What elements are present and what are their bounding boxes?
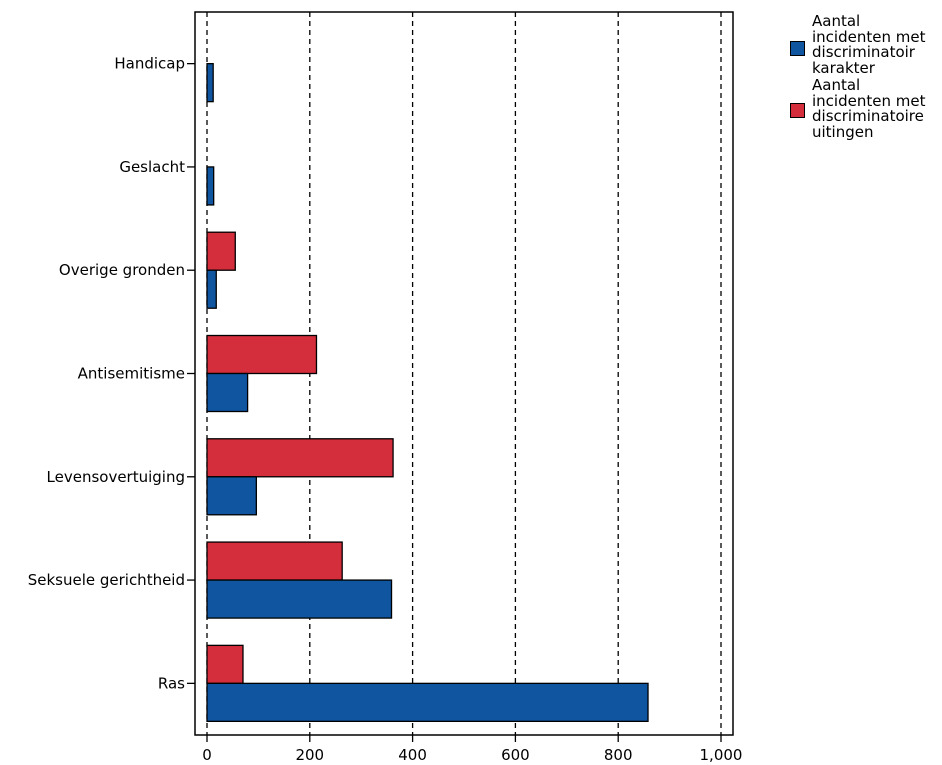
x-axis: 0 200 400 600 800 1,000 — [202, 735, 742, 764]
bar-uitingen — [206, 644, 244, 685]
x-tick-label: 0 — [202, 746, 212, 764]
x-tick-label: 200 — [295, 746, 324, 764]
bar-karakter — [206, 682, 649, 723]
legend-swatch-karakter — [790, 41, 805, 56]
category-label: Overige gronden — [59, 261, 185, 279]
bar-karakter — [206, 372, 249, 413]
legend-label-uitingen: Aantal incidenten met discriminatoire ui… — [812, 76, 926, 141]
bar-uitingen — [206, 438, 394, 478]
bar-uitingen — [206, 231, 236, 271]
x-tick-label: 1,000 — [700, 746, 743, 764]
bar-karakter — [206, 579, 393, 619]
category-label: Geslacht — [119, 158, 185, 176]
y-axis: Handicap Geslacht Overige gronden Antisemit… — [28, 55, 195, 692]
legend-swatch-uitingen — [790, 103, 805, 118]
x-tick-label: 600 — [501, 746, 530, 764]
category-label: Ras — [158, 674, 185, 692]
category-label: Seksuele gerichtheid — [28, 571, 185, 589]
legend: Aantal incidenten met discriminatoir kar… — [790, 12, 940, 142]
bar-karakter — [206, 166, 215, 206]
bars — [206, 62, 649, 723]
bar-karakter — [206, 62, 214, 103]
legend-label-karakter: Aantal incidenten met discriminatoir kar… — [812, 12, 926, 77]
x-tick-label: 800 — [604, 746, 633, 764]
category-label: Levensovertuiging — [47, 468, 185, 486]
category-label: Antisemitisme — [78, 365, 185, 383]
bar-karakter — [206, 476, 257, 516]
x-tick-label: 400 — [398, 746, 427, 764]
bar-uitingen — [206, 334, 318, 375]
legend-item-uitingen: Aantal incidenten met discriminatoire ui… — [790, 76, 940, 141]
category-label: Handicap — [114, 55, 185, 73]
bar-uitingen — [206, 541, 343, 581]
bar-karakter — [206, 269, 217, 309]
legend-item-karakter: Aantal incidenten met discriminatoir kar… — [790, 12, 940, 77]
